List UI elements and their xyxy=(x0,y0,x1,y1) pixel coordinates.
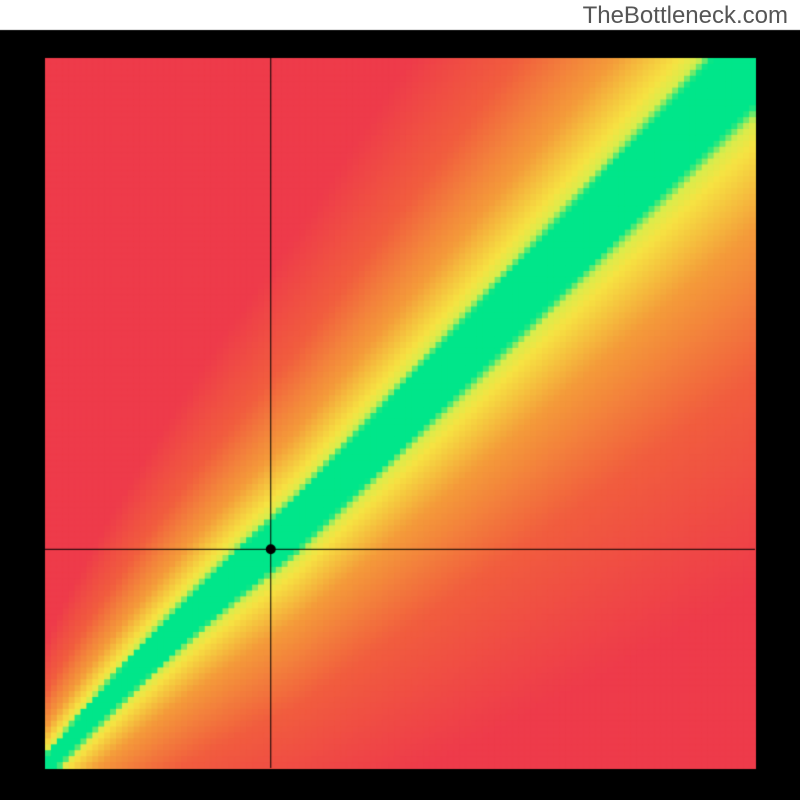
heatmap-canvas xyxy=(0,0,800,800)
chart-container: TheBottleneck.com xyxy=(0,0,800,800)
watermark-text: TheBottleneck.com xyxy=(583,2,788,30)
